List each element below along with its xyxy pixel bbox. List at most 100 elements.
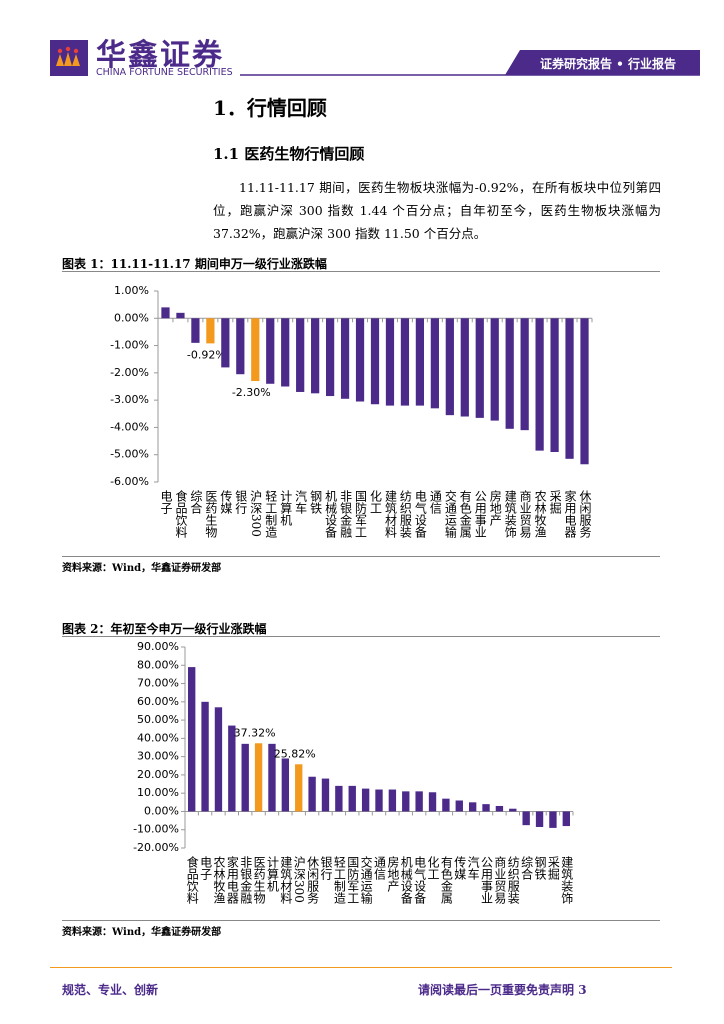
bar: [550, 318, 559, 452]
category-label: 医药生物: [252, 856, 266, 904]
bar: [402, 791, 410, 812]
value-label: 37.32%: [234, 726, 276, 739]
category-label: 电子: [199, 856, 213, 880]
category-label: 化工: [426, 856, 440, 880]
bar: [188, 667, 196, 812]
company: 华鑫证券: [96, 38, 224, 73]
category-label: 农林牧渔: [533, 490, 547, 538]
bar: [468, 802, 477, 812]
y-tick-label: 80.00%: [137, 658, 179, 671]
category-label: 建筑材料: [383, 490, 397, 538]
bar: [370, 318, 380, 405]
category-label: 非银金融: [239, 856, 253, 905]
y-tick-label: -2.00%: [110, 366, 149, 379]
category-label: 建筑材料: [279, 856, 293, 904]
category-label: 商业贸易: [493, 855, 507, 905]
bar: [191, 318, 200, 343]
category-label: 采掘: [548, 490, 562, 515]
bar: [251, 318, 260, 382]
y-tick-label: 0.00%: [114, 311, 149, 324]
bar: [266, 318, 275, 384]
category-label: 轻工制造: [332, 856, 346, 904]
bar: [580, 318, 589, 465]
category-label: 沪深300: [249, 490, 263, 537]
bar: [161, 307, 170, 319]
bar: [442, 798, 450, 812]
category-label: 农林牧渔: [212, 856, 226, 904]
category-label: 纺织服装: [506, 856, 520, 905]
bar: [228, 725, 236, 812]
category-label: 公用事业: [473, 490, 487, 538]
category-label: 建筑装饰: [503, 490, 517, 538]
category-label: 食品饮料: [185, 855, 199, 904]
bar: [400, 318, 410, 406]
category-label: 电子: [159, 490, 173, 514]
bar: [535, 811, 544, 827]
category-label: 通信: [428, 490, 442, 515]
bar: [415, 318, 425, 406]
category-label: 电气设备: [413, 856, 427, 905]
bar: [482, 804, 490, 812]
chart-title: 图表 1：11.11-11.17 期间申万一级行业涨跌幅: [62, 257, 327, 271]
y-tick-label: -1.00%: [110, 339, 149, 352]
bar: [460, 318, 469, 417]
bar: [335, 785, 343, 812]
rule: [62, 556, 660, 557]
category-label: 银行: [234, 490, 248, 514]
bar: [562, 811, 570, 827]
bar: [281, 758, 290, 812]
category-label: 交通运输: [443, 489, 457, 539]
bar: [201, 701, 209, 812]
category-label: 机械设备: [324, 490, 338, 539]
bar: [415, 791, 423, 812]
bar: [311, 318, 320, 394]
value-label: 25.82%: [274, 747, 316, 760]
bar: [428, 792, 437, 812]
footer-slogan: 规范、专业、创新: [62, 983, 159, 997]
bar: [340, 318, 350, 399]
category-label: 家用电器: [563, 489, 577, 539]
category-label: 非银金融: [339, 490, 353, 539]
rule: [62, 271, 660, 272]
footer-disclaimer: 请阅读最后一页重要免责声明 3: [418, 981, 587, 998]
category-label: 综合: [520, 856, 534, 880]
y-tick-label: 50.00%: [137, 713, 179, 726]
y-tick-label: 40.00%: [137, 731, 179, 744]
y-tick-label: 60.00%: [137, 695, 179, 708]
category-label: 休闲服务: [578, 490, 592, 538]
category-label: 房地产: [488, 489, 502, 527]
bar: [522, 811, 530, 826]
bar: [281, 318, 290, 387]
bar: [388, 789, 397, 812]
y-tick-label: 90.00%: [137, 640, 179, 653]
disclaimer: 请阅读最后一页重要免责声明: [418, 983, 575, 997]
bar: [455, 800, 463, 812]
rule: [62, 920, 660, 921]
category-label: 钢铁: [533, 856, 547, 880]
category-label: 轻工制造: [264, 490, 278, 538]
category-label: 传媒: [219, 489, 233, 514]
bar: [221, 318, 230, 368]
bar: [325, 318, 335, 397]
category-label: 国防军工: [346, 856, 360, 904]
bar: [236, 318, 245, 375]
category-label: 电气设备: [413, 490, 427, 539]
category-label: 建筑装饰: [560, 856, 574, 904]
category-label: 汽车: [294, 489, 308, 515]
category-label: 纺织服装: [398, 490, 412, 539]
y-tick-label: -6.00%: [110, 475, 149, 488]
bar: [535, 318, 544, 451]
category-label: 房地产: [386, 855, 400, 893]
bar: [254, 743, 263, 812]
y-tick-label: 70.00%: [137, 677, 179, 690]
category-label: 机械设备: [399, 856, 413, 905]
paragraph: 11.11-11.17 期间，医药生物板块涨幅为-0.92%，在所有板块中位列第…: [213, 180, 661, 241]
category-label: 计算机: [265, 856, 279, 892]
bar: [375, 789, 383, 812]
bar: [445, 318, 454, 416]
footer-rule: [50, 967, 672, 968]
category-label: 商业贸易: [518, 489, 532, 539]
bar: [509, 808, 517, 812]
section-title: 1．行情回顾: [213, 96, 327, 120]
